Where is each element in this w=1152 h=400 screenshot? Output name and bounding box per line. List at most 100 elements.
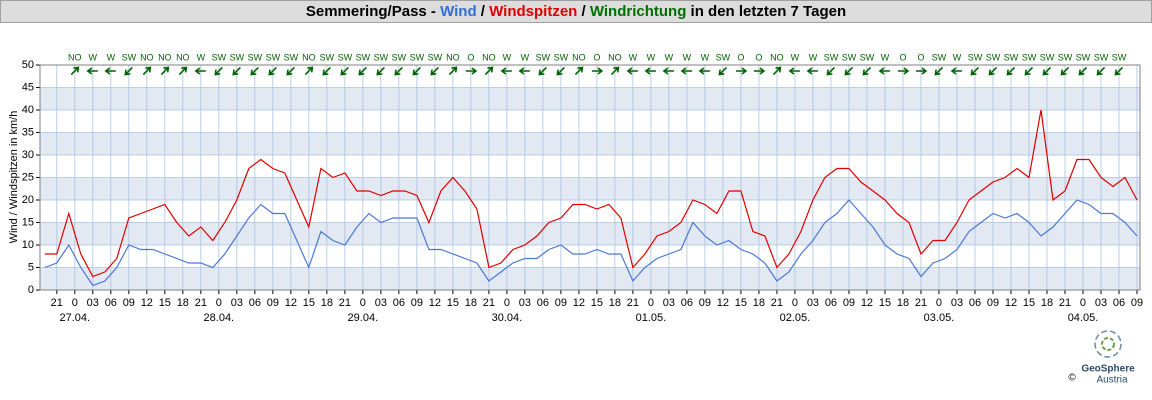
arrow-shape [142,66,152,76]
x-tick-label: 18 [465,297,477,309]
direction-arrow [662,67,674,75]
title-part: / [577,3,590,20]
logo-icon [1101,337,1115,351]
direction-arrow [268,66,277,76]
x-tick-label: 0 [792,297,798,309]
direction-arrow [104,67,116,75]
series-line [44,199,1138,287]
direction-label: W [197,52,206,62]
title-part: Semmering/Pass - [306,3,440,20]
direction-arrow [376,66,385,76]
direction-arrow [1024,66,1034,76]
x-tick-label: 09 [267,297,279,309]
direction-label: O [593,52,600,62]
direction-arrow [788,67,800,75]
x-tick-label: 12 [141,297,153,309]
x-tick-label: 06 [105,297,117,309]
direction-label: SW [1040,52,1055,62]
direction-arrow [897,67,910,75]
direction-label: W [107,52,116,62]
logo-icon [1094,330,1122,358]
direction-label: NO [302,52,316,62]
arrow-shape [178,66,188,76]
x-tick-label: 12 [429,297,441,309]
x-tick-label: 03 [951,297,963,309]
x-tick-label: 03 [807,297,819,309]
direction-arrow [500,67,512,75]
direction-label: SW [122,52,137,62]
arrow-shape [1024,66,1034,76]
direction-label: W [791,52,800,62]
x-tick-label: 06 [825,297,837,309]
arrow-shape [194,67,206,75]
arrow-shape [788,67,800,75]
arrow-shape [1042,66,1052,76]
x-tick-label: 15 [735,297,747,309]
direction-arrow [915,67,928,75]
direction-label: W [665,52,674,62]
arrow-shape [124,66,133,76]
x-tick-label: 15 [447,297,459,309]
x-tick-label: 12 [285,297,297,309]
x-tick-label: 12 [861,297,873,309]
x-tick-label: 21 [195,297,207,309]
direction-label: SW [824,52,839,62]
x-tick-label: 09 [843,297,855,309]
arrow-shape [448,66,458,76]
direction-arrow [160,66,170,76]
arrow-shape [1078,66,1088,76]
arrow-shape [970,66,980,76]
x-tick-label: 12 [1005,297,1017,309]
arrow-shape [86,67,98,75]
band [40,132,1140,155]
direction-arrow [484,66,494,76]
date-label: 27.04. [60,312,91,324]
direction-arrow [988,66,998,76]
direction-label: SW [338,52,353,62]
y-tick-label: 30 [22,149,34,161]
direction-arrow [950,67,962,75]
direction-arrow [626,67,638,75]
direction-arrow [844,66,854,76]
arrow-shape [232,66,241,76]
direction-arrow [340,66,349,76]
direction-label: W [629,52,638,62]
arrow-shape [556,66,565,76]
direction-label: O [899,52,906,62]
x-tick-label: 09 [987,297,999,309]
arrow-shape [862,66,872,76]
direction-arrow [194,67,206,75]
direction-label: NO [572,52,586,62]
direction-label: SW [320,52,335,62]
x-tick-label: 18 [609,297,621,309]
x-tick-label: 18 [753,297,765,309]
direction-label: SW [968,52,983,62]
direction-label: W [647,52,656,62]
direction-arrow [430,66,439,76]
arrow-shape [698,67,710,75]
arrow-shape [988,66,998,76]
direction-label: NO [482,52,496,62]
arrow-shape [286,66,295,76]
arrow-shape [376,66,385,76]
x-tick-label: 18 [321,297,333,309]
direction-label: SW [230,52,245,62]
direction-arrow [304,66,314,76]
direction-label: O [467,52,474,62]
x-tick-label: 09 [699,297,711,309]
arrow-shape [591,67,604,75]
y-tick-label: 35 [22,126,34,138]
x-tick-label: 06 [681,297,693,309]
arrow-shape [878,67,890,75]
direction-label: W [881,52,890,62]
date-label: 03.05. [924,312,955,324]
direction-label: SW [212,52,227,62]
direction-label: SW [1076,52,1091,62]
direction-arrow [826,66,836,76]
copyright: © [1068,373,1076,384]
arrow-shape [518,67,530,75]
x-tick-label: 0 [936,297,942,309]
x-tick-label: 03 [663,297,675,309]
direction-label: SW [536,52,551,62]
direction-arrow [394,66,403,76]
